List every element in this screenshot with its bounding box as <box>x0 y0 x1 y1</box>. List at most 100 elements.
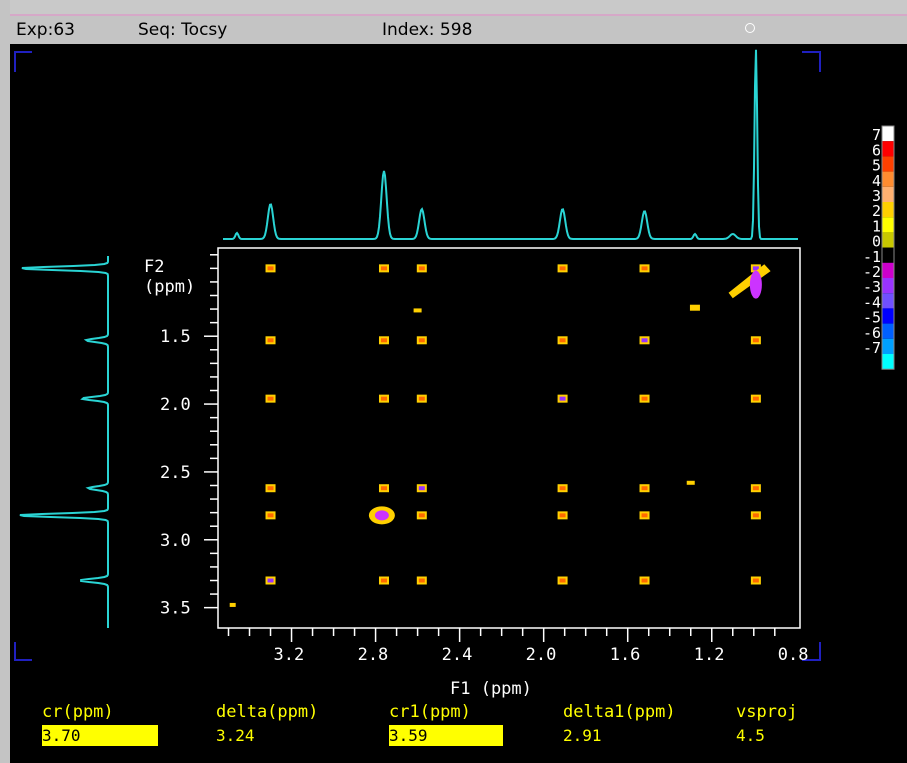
param-delta1[interactable]: delta1(ppm) <box>563 702 676 722</box>
scale-swatch <box>882 278 894 294</box>
f1-tick-label: 1.6 <box>610 645 641 665</box>
sequence-name: Seq: Tocsy <box>138 20 228 40</box>
cross-peak-core <box>380 578 387 583</box>
cross-peak-core <box>380 486 387 491</box>
f2-tick-label: 2.5 <box>160 463 191 483</box>
scale-swatch <box>882 232 894 248</box>
scale-swatch <box>882 126 894 142</box>
cross-peak-core <box>380 266 387 271</box>
cross-peaks <box>229 264 771 607</box>
scale-label: -2 <box>863 263 881 281</box>
f2-axis-label-unit: (ppm) <box>144 277 195 297</box>
f2-tick-label: 3.0 <box>160 531 191 551</box>
f1-tick-label: 2.8 <box>358 645 389 665</box>
cross-peak-core <box>641 486 648 491</box>
param-delta[interactable]: delta(ppm) <box>216 702 318 722</box>
scale-swatch <box>882 217 894 233</box>
cross-peak-core <box>267 486 274 491</box>
cross-peak-core <box>559 486 566 491</box>
cross-peak-core <box>267 338 274 343</box>
cross-peak-core <box>752 338 759 343</box>
cross-peak-core <box>418 513 425 518</box>
scale-swatch <box>882 171 894 187</box>
f1-tick-label: 0.8 <box>778 645 809 665</box>
scale-label: -4 <box>863 293 881 311</box>
param-vsproj[interactable]: vsproj <box>736 702 797 722</box>
f1-tick-label: 1.2 <box>694 645 725 665</box>
scale-swatch <box>882 156 894 172</box>
tocsy-plot[interactable]: 3.2 2.8 2.4 2.0 1.6 1.2 0.8 1.5 2.0 2.5 3.0 3.5 F1… <box>10 42 907 763</box>
param-delta1-label: delta1(ppm) <box>563 702 676 722</box>
param-delta-value[interactable]: 3.24 <box>216 726 255 745</box>
scale-label: 0 <box>872 233 881 251</box>
cross-peak-core <box>559 513 566 518</box>
scale-swatch <box>882 141 894 157</box>
f1-tick-label: 2.4 <box>442 645 473 665</box>
cross-peak-core <box>752 266 759 271</box>
diagonal-peak <box>229 602 236 607</box>
param-cr1-label: cr1(ppm) <box>389 702 471 722</box>
cross-peak-core <box>267 266 274 271</box>
param-cr[interactable]: cr(ppm) <box>42 702 114 722</box>
scale-label: 3 <box>872 187 881 205</box>
cross-peak-core <box>418 338 425 343</box>
param-cr-value[interactable]: 3.70 <box>42 725 158 746</box>
param-cr1-value[interactable]: 3.59 <box>389 725 503 746</box>
scale-swatch <box>882 202 894 218</box>
cross-peak-core <box>752 578 759 583</box>
scale-label: -7 <box>863 339 881 357</box>
cross-peak-core <box>267 513 274 518</box>
scale-label: -6 <box>863 324 881 342</box>
scale-border <box>881 125 895 370</box>
param-delta1-value[interactable]: 2.91 <box>563 726 602 745</box>
diagonal-peak <box>749 270 762 299</box>
cross-peak-core <box>267 578 274 583</box>
scale-swatch <box>882 262 894 278</box>
diagonal-peak <box>686 480 695 485</box>
frame-corners <box>14 51 821 661</box>
f2-tick-label: 1.5 <box>160 327 191 347</box>
f2-tick-label: 3.5 <box>160 599 191 619</box>
f1-tick-label: 2.0 <box>526 645 557 665</box>
status-bar: Exp:63 Seq: Tocsy Index: 598 <box>10 14 907 44</box>
cross-peak-core <box>559 266 566 271</box>
diagonal-peak <box>413 308 422 313</box>
busy-indicator-icon <box>745 23 755 33</box>
scale-swatch <box>882 354 894 370</box>
scale-label: 5 <box>872 157 881 175</box>
scale-label: 7 <box>872 126 881 144</box>
f1-tick-label: 3.2 <box>274 645 305 665</box>
scale-swatch <box>882 247 894 263</box>
cross-peak-core <box>559 578 566 583</box>
f1-projection-spectrum <box>223 49 798 240</box>
cross-peak-core <box>418 266 425 271</box>
f2-axis-label-name: F2 <box>144 257 164 277</box>
scale-swatch <box>882 186 894 202</box>
diagonal-peak <box>728 264 771 299</box>
window-edge <box>0 0 10 763</box>
scale-swatch <box>882 308 894 324</box>
cross-peak-core <box>559 338 566 343</box>
f1-axis-label: F1 (ppm) <box>450 679 532 699</box>
scale-swatch <box>882 338 894 354</box>
diagonal-peak-core <box>374 510 389 521</box>
f1-axis: 3.2 2.8 2.4 2.0 1.6 1.2 0.8 <box>227 628 809 665</box>
scale-swatch <box>882 293 894 309</box>
scale-label: -5 <box>863 309 881 327</box>
cross-peak-core <box>752 513 759 518</box>
f2-projection-spectrum <box>19 256 109 628</box>
cross-peak-core <box>641 578 648 583</box>
f2-tick-label: 2.0 <box>160 395 191 415</box>
scale-swatch <box>882 323 894 339</box>
param-cr1[interactable]: cr1(ppm) <box>389 702 471 722</box>
param-vsproj-value[interactable]: 4.5 <box>736 726 765 745</box>
param-delta-label: delta(ppm) <box>216 702 319 722</box>
cross-peak-core <box>641 513 648 518</box>
param-cr-label: cr(ppm) <box>42 702 114 722</box>
scale-label: 4 <box>872 172 881 190</box>
cross-peak-core <box>418 396 425 401</box>
experiment-number: Exp:63 <box>16 20 75 40</box>
scale-label: -1 <box>863 248 881 266</box>
cross-peak-core <box>559 396 566 401</box>
contour-frame <box>217 247 801 629</box>
